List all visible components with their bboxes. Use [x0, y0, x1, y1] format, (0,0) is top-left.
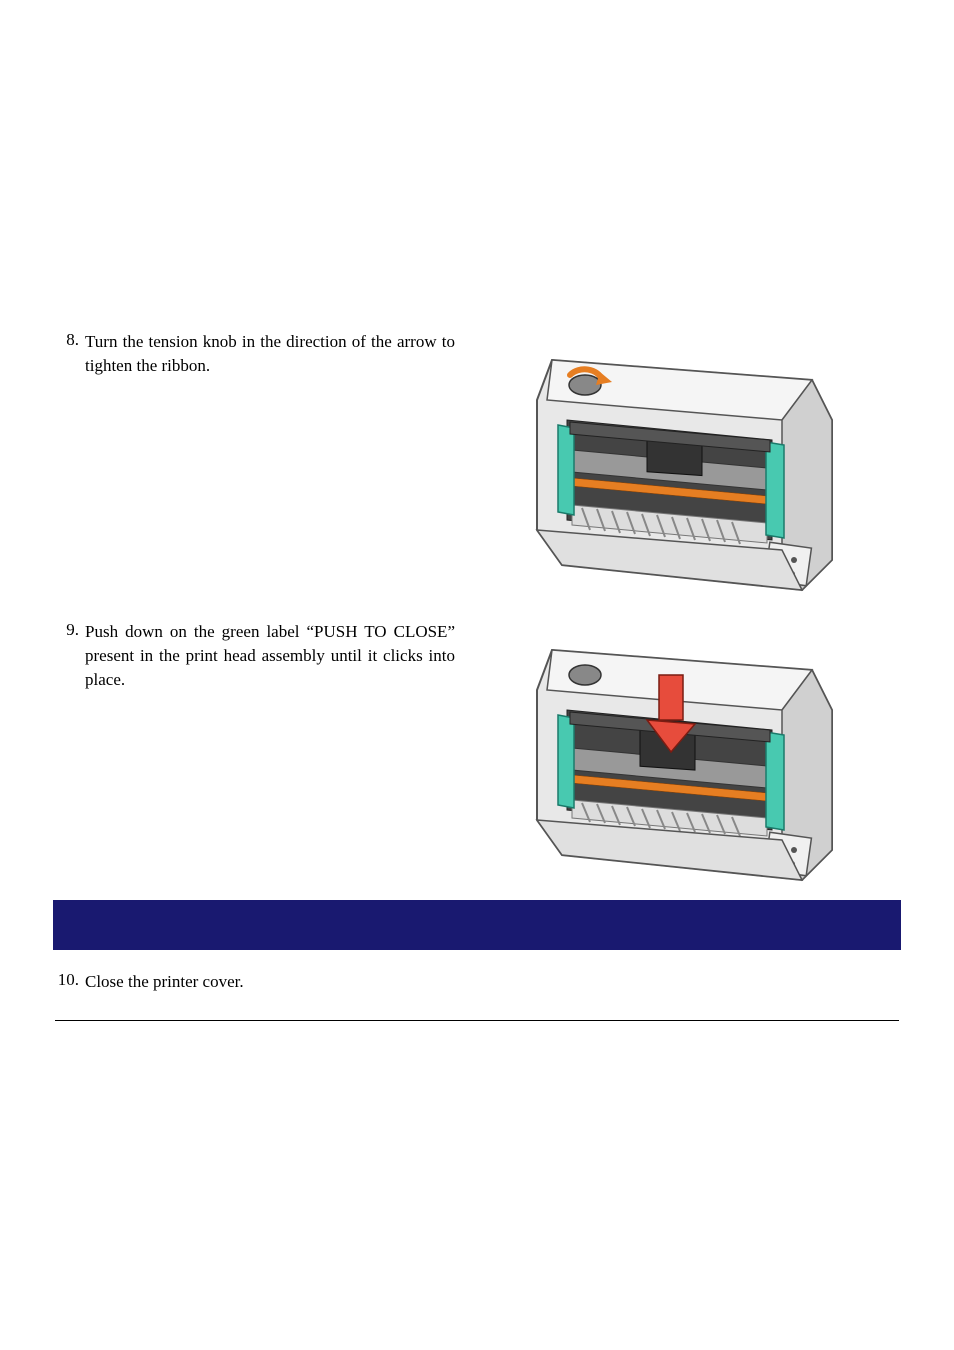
printer-push-to-close-illustration	[522, 620, 852, 890]
step-9: 9. Push down on the green label “PUSH TO…	[55, 620, 899, 890]
step-9-body: Push down on the green label “PUSH TO CL…	[85, 620, 455, 691]
printer-tension-knob-illustration	[522, 330, 852, 600]
step-8-text: 8. Turn the tension knob in the directio…	[55, 330, 455, 378]
step-8: 8. Turn the tension knob in the directio…	[55, 330, 899, 600]
tension-knob	[569, 375, 601, 395]
step-10-body: Close the printer cover.	[85, 970, 244, 994]
step-10-number: 10.	[55, 970, 85, 994]
step-8-body: Turn the tension knob in the direction o…	[85, 330, 455, 378]
step-8-illustration	[475, 330, 899, 600]
step-9-number: 9.	[55, 620, 85, 640]
section-divider-bar	[53, 900, 901, 950]
step-10: 10. Close the printer cover.	[55, 970, 899, 994]
step-8-number: 8.	[55, 330, 85, 350]
horizontal-rule	[55, 1020, 899, 1021]
step-9-text: 9. Push down on the green label “PUSH TO…	[55, 620, 455, 691]
step-9-illustration	[475, 620, 899, 890]
